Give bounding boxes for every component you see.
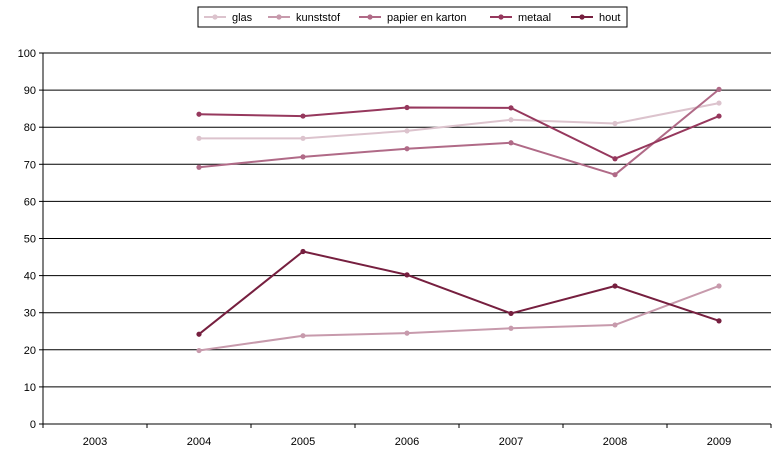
legend-entry: metaal	[490, 12, 551, 24]
y-tick-label: 40	[24, 271, 36, 283]
x-tick-label: 2006	[395, 436, 419, 448]
series-line	[198, 250, 720, 336]
legend-entry: papier en karton	[359, 12, 467, 24]
y-tick-label: 100	[18, 48, 36, 60]
gridlines	[43, 52, 771, 388]
legend-label: kunststof	[296, 12, 341, 24]
legend-entry: glas	[204, 12, 253, 24]
legend-label: glas	[232, 12, 253, 24]
series-glas	[196, 100, 722, 141]
x-tick-label: 2005	[291, 436, 315, 448]
series-metaal	[196, 104, 722, 162]
legend-entry: kunststof	[268, 12, 341, 24]
legend-swatch-marker	[498, 14, 504, 20]
data-point	[612, 283, 618, 289]
data-point	[300, 113, 306, 119]
y-tick-label: 80	[24, 122, 36, 134]
tick-labels: 0 10 20 30 40 50 60 70 80 90 100 2003 2004 2005 2006 20…	[18, 48, 732, 448]
data-point	[716, 318, 722, 324]
data-point	[196, 111, 202, 117]
axes	[39, 52, 772, 428]
series-papier-en-karton	[196, 86, 722, 178]
data-point	[612, 120, 618, 127]
data-point	[404, 272, 410, 278]
data-point	[612, 172, 618, 178]
y-tick-label: 90	[24, 85, 36, 97]
data-point	[716, 283, 722, 289]
data-point	[716, 86, 722, 92]
series-line	[198, 106, 720, 160]
y-tick-label: 60	[24, 196, 36, 208]
y-tick-label: 30	[24, 308, 36, 320]
legend: glas kunststof papier en karton metaal hout	[197, 6, 628, 28]
x-tick-label: 2008	[603, 436, 627, 448]
data-point	[404, 330, 410, 336]
series-line	[199, 102, 720, 140]
data-point	[612, 156, 618, 162]
legend-box	[197, 6, 628, 28]
data-point	[404, 128, 410, 134]
data-point	[508, 310, 514, 317]
y-tick-label: 20	[24, 345, 36, 357]
series-lines	[196, 86, 722, 354]
data-point	[404, 104, 410, 111]
series-line	[198, 285, 720, 352]
data-point	[196, 135, 202, 141]
y-tick-label: 70	[24, 159, 36, 171]
y-tick-label: 10	[24, 382, 36, 394]
series-kunststof	[196, 283, 722, 354]
y-tick-label: 0	[30, 419, 36, 431]
data-point	[508, 140, 514, 146]
x-tick-label: 2007	[499, 436, 523, 448]
legend-swatch-marker	[579, 14, 585, 20]
data-point	[196, 331, 202, 337]
data-point	[404, 146, 410, 152]
data-point	[196, 164, 202, 170]
x-tick-label: 2009	[707, 436, 731, 448]
series-hout	[196, 248, 722, 337]
data-point	[716, 113, 722, 119]
data-point	[300, 154, 306, 160]
data-point	[196, 347, 202, 354]
legend-label: papier en karton	[387, 12, 467, 24]
data-point	[508, 117, 514, 123]
x-tick-label: 2004	[187, 436, 211, 448]
legend-swatch-marker	[212, 14, 218, 20]
data-point	[612, 322, 618, 328]
legend-entry: hout	[571, 12, 620, 24]
data-point	[300, 248, 306, 255]
legend-label: metaal	[518, 12, 551, 24]
data-point	[508, 105, 514, 111]
x-tick-label: 2003	[83, 436, 107, 448]
data-point	[508, 325, 514, 331]
data-point	[300, 135, 306, 141]
legend-swatch-marker	[276, 14, 282, 20]
series-line	[198, 88, 720, 176]
legend-label: hout	[599, 12, 620, 24]
data-point	[300, 333, 306, 339]
data-point	[716, 100, 722, 106]
legend-swatch-marker	[367, 14, 373, 20]
y-tick-label: 50	[24, 234, 36, 246]
